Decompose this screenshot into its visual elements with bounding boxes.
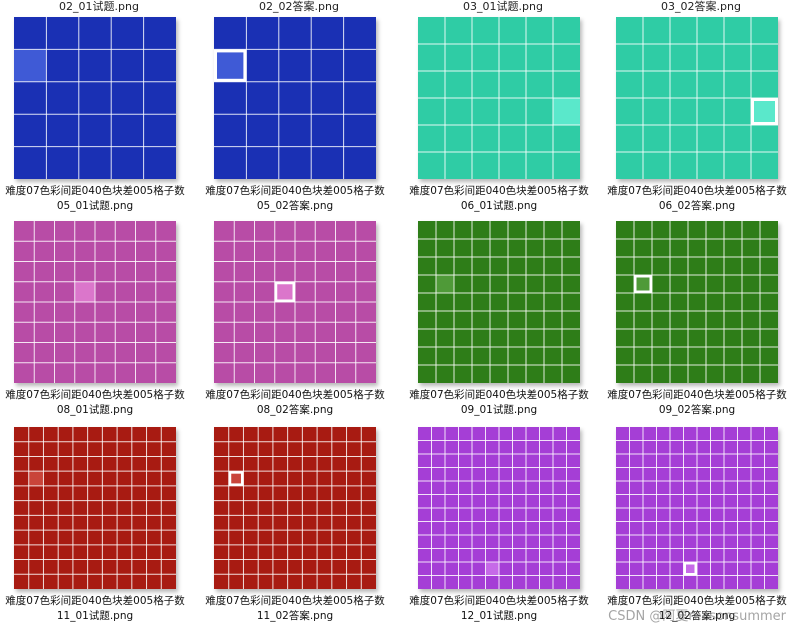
grid-thumbnail[interactable] — [616, 221, 778, 383]
caption-filename: 06_01试题.png — [460, 200, 538, 212]
caption-line-1: 难度07色彩间距040色块差005格子数 — [5, 389, 185, 401]
odd-color-cell — [228, 471, 244, 486]
caption-filename: 11_01试题.png — [56, 610, 134, 622]
grid-background — [214, 17, 376, 179]
color-grid — [214, 427, 376, 589]
odd-color-cell — [485, 562, 499, 576]
odd-color-cell — [28, 471, 44, 486]
grid-background — [14, 17, 176, 179]
color-grid — [418, 17, 580, 179]
file-caption[interactable]: 难度07色彩间距040色块差005格子数 08_02答案.png — [200, 388, 390, 418]
file-caption[interactable]: 难度07色彩间距040色块差005格子数 11_02答案.png — [200, 594, 390, 624]
caption-line-1: 难度07色彩间距040色块差005格子数 — [607, 595, 787, 607]
answer-marker — [228, 471, 244, 486]
answer-marker — [751, 98, 778, 125]
grid-thumbnail[interactable] — [418, 427, 580, 589]
grid-background — [14, 427, 176, 589]
color-grid — [14, 221, 176, 383]
file-label-top-2[interactable]: 03_01试题.png — [463, 0, 543, 13]
grid-background — [214, 427, 376, 589]
caption-line-1: 难度07色彩间距040色块差005格子数 — [205, 389, 385, 401]
file-caption[interactable]: 难度07色彩间距040色块差005格子数 09_02答案.png — [602, 388, 792, 418]
grid-thumbnail[interactable] — [616, 427, 778, 589]
caption-filename: 08_01试题.png — [56, 404, 134, 416]
odd-color-cell — [634, 275, 652, 293]
odd-color-cell — [74, 281, 95, 302]
caption-line-1: 难度07色彩间距040色块差005格子数 — [409, 595, 589, 607]
color-grid — [14, 427, 176, 589]
caption-filename: 05_02答案.png — [256, 200, 334, 212]
file-caption[interactable]: 难度07色彩间距040色块差005格子数 05_01试题.png — [0, 184, 190, 214]
file-label-top-3[interactable]: 03_02答案.png — [661, 0, 741, 13]
file-caption[interactable]: 难度07色彩间距040色块差005格子数 09_01试题.png — [404, 388, 594, 418]
file-label-top-0[interactable]: 02_01试题.png — [59, 0, 139, 13]
odd-color-cell — [683, 562, 697, 576]
color-grid — [14, 17, 176, 179]
caption-line-1: 难度07色彩间距040色块差005格子数 — [607, 389, 787, 401]
grid-thumbnail[interactable] — [14, 17, 176, 179]
odd-color-cell — [751, 98, 778, 125]
color-grid — [418, 427, 580, 589]
caption-filename: 06_02答案.png — [658, 200, 736, 212]
grid-thumbnail[interactable] — [214, 427, 376, 589]
caption-line-1: 难度07色彩间距040色块差005格子数 — [607, 185, 787, 197]
caption-filename: 11_02答案.png — [256, 610, 334, 622]
odd-color-cell — [553, 98, 580, 125]
odd-color-cell — [436, 275, 454, 293]
caption-line-1: 难度07色彩间距040色块差005格子数 — [5, 185, 185, 197]
grid-thumbnail[interactable] — [214, 221, 376, 383]
file-caption[interactable]: 难度07色彩间距040色块差005格子数 11_01试题.png — [0, 594, 190, 624]
color-grid — [616, 17, 778, 179]
grid-thumbnail[interactable] — [214, 17, 376, 179]
grid-thumbnail[interactable] — [14, 427, 176, 589]
grid-thumbnail[interactable] — [14, 221, 176, 383]
answer-marker — [634, 275, 652, 293]
file-caption[interactable]: 难度07色彩间距040色块差005格子数 08_01试题.png — [0, 388, 190, 418]
odd-color-cell — [214, 49, 247, 82]
color-grid — [616, 427, 778, 589]
caption-filename: 08_02答案.png — [256, 404, 334, 416]
grid-thumbnail[interactable] — [418, 221, 580, 383]
file-caption[interactable]: 难度07色彩间距040色块差005格子数 12_02答案.png — [602, 594, 792, 624]
answer-marker — [214, 49, 247, 82]
caption-line-1: 难度07色彩间距040色块差005格子数 — [409, 185, 589, 197]
caption-line-1: 难度07色彩间距040色块差005格子数 — [205, 595, 385, 607]
caption-line-1: 难度07色彩间距040色块差005格子数 — [205, 185, 385, 197]
odd-color-cell — [14, 49, 47, 82]
answer-marker — [683, 562, 697, 576]
caption-filename: 09_01试题.png — [460, 404, 538, 416]
caption-line-1: 难度07色彩间距040色块差005格子数 — [409, 389, 589, 401]
watermark: CSDN @阿夏reasonsummer — [608, 609, 786, 624]
grid-background — [616, 221, 778, 383]
odd-color-cell — [274, 281, 295, 302]
caption-filename: 05_01试题.png — [56, 200, 134, 212]
caption-filename: 09_02答案.png — [658, 404, 736, 416]
answer-marker — [274, 281, 295, 302]
grid-thumbnail[interactable] — [616, 17, 778, 179]
color-grid — [418, 221, 580, 383]
file-caption[interactable]: 难度07色彩间距040色块差005格子数 12_01试题.png — [404, 594, 594, 624]
file-caption[interactable]: 难度07色彩间距040色块差005格子数 05_02答案.png — [200, 184, 390, 214]
grid-thumbnail[interactable] — [418, 17, 580, 179]
grid-background — [418, 221, 580, 383]
color-grid — [616, 221, 778, 383]
file-label-top-1[interactable]: 02_02答案.png — [259, 0, 339, 13]
caption-filename: 12_02答案.png — [658, 610, 736, 622]
caption-filename: 12_01试题.png — [460, 610, 538, 622]
file-caption[interactable]: 难度07色彩间距040色块差005格子数 06_02答案.png — [602, 184, 792, 214]
color-grid — [214, 221, 376, 383]
file-caption[interactable]: 难度07色彩间距040色块差005格子数 06_01试题.png — [404, 184, 594, 214]
color-grid — [214, 17, 376, 179]
caption-line-1: 难度07色彩间距040色块差005格子数 — [5, 595, 185, 607]
